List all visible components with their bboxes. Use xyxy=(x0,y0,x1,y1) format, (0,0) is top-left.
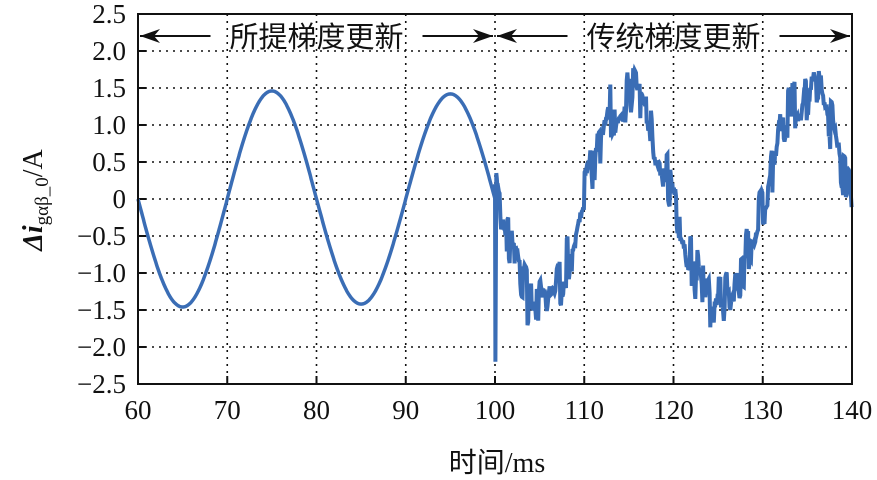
y-axis-title-sub: gαβ_0 xyxy=(32,177,53,225)
arrowhead-icon xyxy=(140,29,160,43)
y-tick-label: −1.5 xyxy=(77,295,126,325)
y-tick-label: 2.0 xyxy=(92,36,126,66)
y-tick-label: −2.0 xyxy=(77,332,126,362)
data-series xyxy=(136,63,854,362)
arrowhead-icon xyxy=(830,29,850,43)
y-tick-labels: 2.5 2.0 1.5 1.0 0.5 0 −0.5 −1.0 −1.5 −2.0 −2.5 xyxy=(77,0,126,399)
y-tick-label: 1.0 xyxy=(92,110,126,140)
series-proposed xyxy=(136,89,497,309)
annotation-label: 传统梯度更新 xyxy=(586,20,760,54)
annotation-label: 所提梯度更新 xyxy=(229,20,403,54)
svg-text:Δigαβ_0/A: Δigαβ_0/A xyxy=(18,148,53,251)
y-tick-label: −0.5 xyxy=(77,221,126,251)
plot-frame xyxy=(137,13,853,385)
y-axis-title: Δigαβ_0/A xyxy=(18,148,53,251)
x-tick-label: 70 xyxy=(214,395,241,425)
x-tick-label: 80 xyxy=(303,395,330,425)
x-tick-label: 110 xyxy=(565,395,605,425)
arrowhead-icon xyxy=(473,29,493,43)
x-tick-label: 90 xyxy=(392,395,419,425)
x-tick-label: 120 xyxy=(653,395,694,425)
x-tick-label: 130 xyxy=(743,395,784,425)
y-tick-label: 2.5 xyxy=(92,0,126,29)
x-tick-label: 60 xyxy=(125,395,152,425)
y-tick-label: −1.0 xyxy=(77,258,126,288)
x-axis-title: 时间/ms xyxy=(449,447,545,479)
y-tick-label: −2.5 xyxy=(77,369,126,399)
y-axis-title-main: Δi xyxy=(18,225,49,252)
y-tick-label: 0.5 xyxy=(92,147,126,177)
annotations: 所提梯度更新 传统梯度更新 xyxy=(140,20,850,54)
series-traditional xyxy=(493,63,854,362)
x-tick-label: 100 xyxy=(475,395,516,425)
x-tick-labels: 60 70 80 90 100 110 120 130 140 xyxy=(125,395,873,425)
y-tick-label: 0 xyxy=(113,184,127,214)
y-tick-label: 1.5 xyxy=(92,73,126,103)
x-tick-label: 140 xyxy=(832,395,873,425)
arrowhead-icon xyxy=(497,29,517,43)
y-axis-title-unit: /A xyxy=(18,148,49,177)
